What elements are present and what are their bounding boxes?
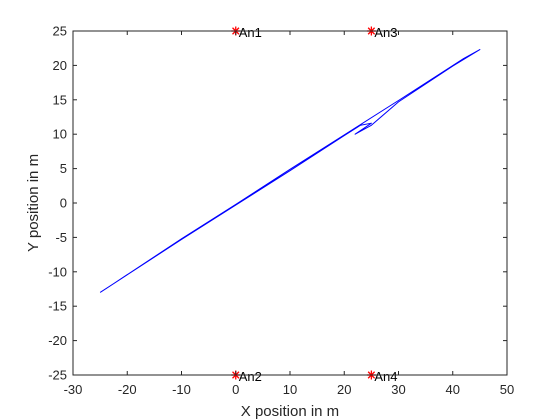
y-tick-label: -10 — [48, 264, 67, 279]
x-tick-label: -10 — [172, 382, 191, 397]
data-layer — [99, 49, 481, 293]
plot-area — [73, 31, 507, 375]
anchor-label: An1 — [239, 25, 262, 40]
y-tick-label: -15 — [48, 299, 67, 314]
y-tick-label: 0 — [60, 196, 67, 211]
y-tick-label: 20 — [53, 58, 67, 73]
x-tick-label: 20 — [337, 382, 351, 397]
y-tick-label: 10 — [53, 127, 67, 142]
y-tick-label: -25 — [48, 368, 67, 383]
x-tick-label: -30 — [64, 382, 83, 397]
y-axis-ticks: -25 -20 -15 -10 -5 0 5 10 15 20 25 — [48, 24, 507, 383]
anchor-label: An4 — [374, 369, 397, 384]
x-tick-label: 50 — [500, 382, 514, 397]
x-tick-label: -20 — [118, 382, 137, 397]
x-axis-label: X position in m — [241, 403, 339, 420]
anchor-label: An2 — [239, 369, 262, 384]
y-tick-label: -5 — [55, 230, 67, 245]
x-tick-label: 40 — [446, 382, 460, 397]
y-tick-label: 5 — [60, 161, 67, 176]
y-tick-label: 25 — [53, 24, 67, 39]
y-tick-label: 15 — [53, 92, 67, 107]
x-tick-label: 30 — [391, 382, 405, 397]
x-tick-label: 0 — [232, 382, 239, 397]
x-tick-label: 10 — [283, 382, 297, 397]
anchor-label: An3 — [374, 25, 397, 40]
y-axis-label: Y position in m — [25, 154, 42, 252]
trajectory-line — [99, 49, 481, 293]
y-tick-label: -20 — [48, 333, 67, 348]
x-axis-ticks: -30 -20 -10 0 10 20 30 40 50 — [64, 31, 514, 397]
